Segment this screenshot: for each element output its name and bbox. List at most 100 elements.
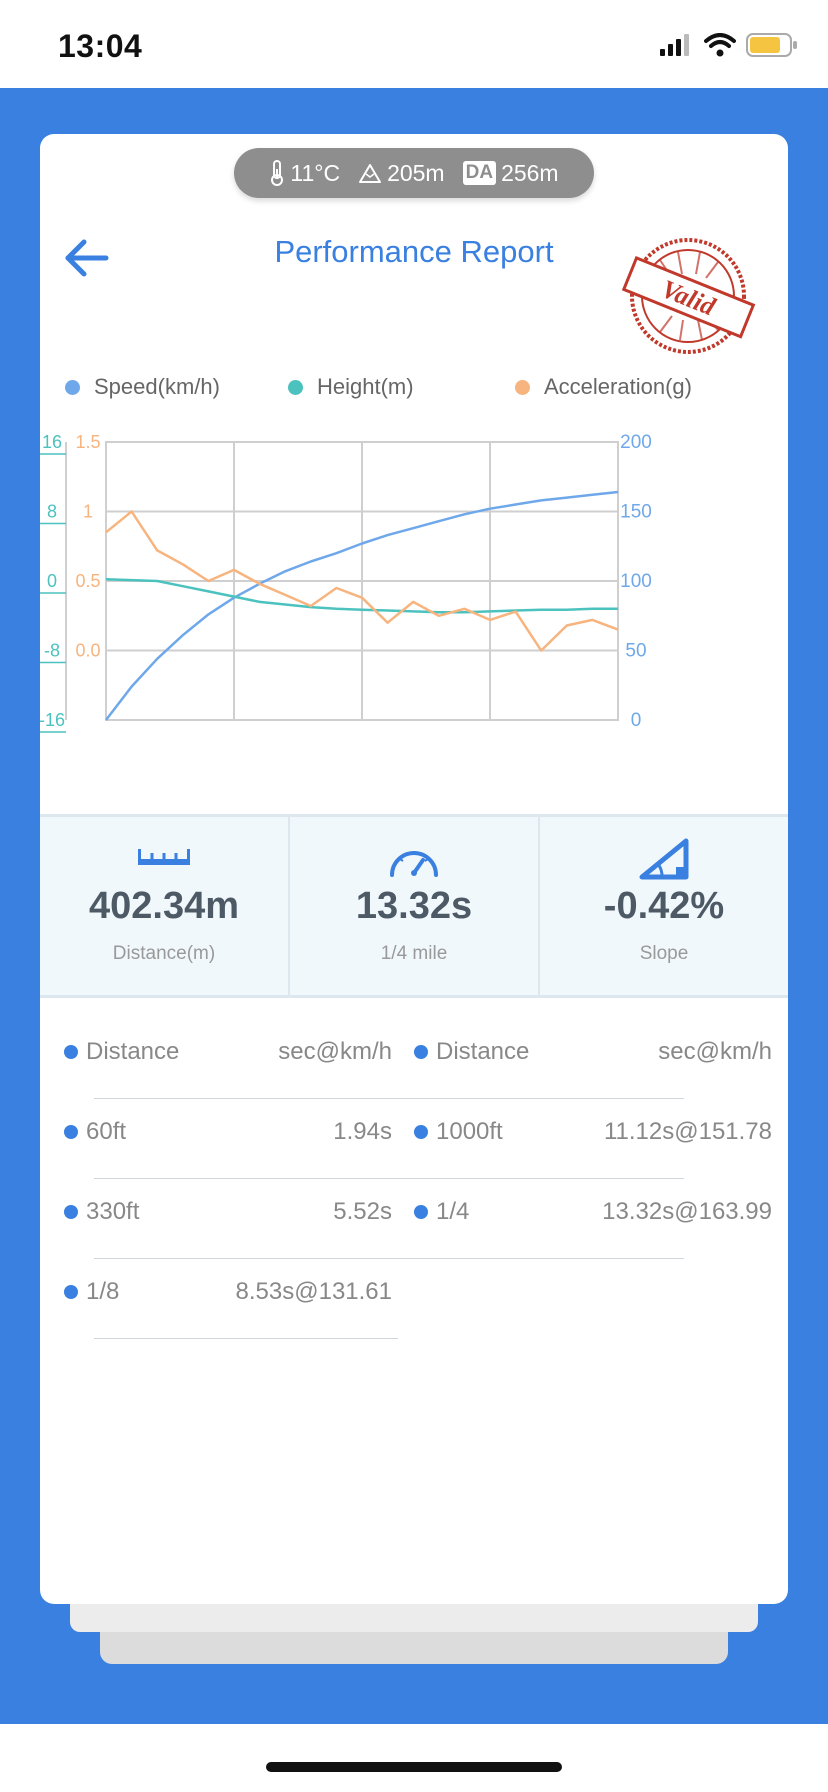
- status-bar: 13:04: [0, 0, 828, 88]
- row-value-text: 13.32s@163.99: [602, 1198, 772, 1225]
- back-arrow-icon[interactable]: [58, 230, 114, 286]
- bullet-icon: [64, 1205, 78, 1219]
- row-name: 60ft: [64, 1118, 126, 1146]
- page-title: Performance Report: [274, 234, 554, 269]
- table-row: 330ft 5.52s: [64, 1198, 392, 1238]
- wifi-icon: [704, 33, 736, 57]
- divider: [94, 1258, 684, 1259]
- mountain-icon: [359, 164, 382, 183]
- row-name: 1/8: [64, 1278, 119, 1306]
- table-row: 1/8 8.53s@131.61: [64, 1278, 392, 1318]
- row-name-text: 1/8: [86, 1278, 120, 1305]
- bullet-icon: [414, 1205, 428, 1219]
- row-name: 1/4: [414, 1198, 469, 1226]
- row-name-text: 60ft: [86, 1118, 127, 1145]
- stat-label: Slope: [639, 943, 689, 964]
- slope-icon: [639, 838, 689, 880]
- row-value-text: 5.52s: [333, 1198, 392, 1225]
- home-indicator[interactable]: [266, 1762, 562, 1772]
- bullet-icon: [64, 1045, 78, 1059]
- legend-dot: [515, 379, 530, 395]
- row-name-text: 330ft: [86, 1198, 140, 1225]
- tick-label-left-outer: -8: [44, 641, 60, 661]
- stat-distance: 402.34m Distance(m): [40, 817, 288, 995]
- row-value-text: 8.53s@131.61: [235, 1278, 392, 1305]
- temperature-item: 11°C: [269, 159, 340, 187]
- row-value-text: 1.94s: [333, 1118, 392, 1145]
- bullet-icon: [414, 1045, 428, 1059]
- altitude-value: 205m: [387, 159, 445, 186]
- bullet-icon: [414, 1125, 428, 1139]
- signal-icon: [660, 34, 689, 56]
- tick-label-right: 150: [620, 502, 652, 523]
- header-value-text: sec@km/h: [278, 1038, 392, 1065]
- header-value-text: sec@km/h: [658, 1038, 772, 1065]
- status-time: 13:04: [58, 28, 143, 64]
- row-name-text: 1000ft: [436, 1118, 503, 1145]
- stat-slope: -0.42% Slope: [538, 817, 788, 995]
- da-badge: DA: [462, 161, 497, 185]
- tick-label-left-inner: 0.5: [75, 571, 100, 591]
- tick-label-left-outer: 0: [47, 571, 57, 591]
- tick-label-right: 100: [620, 571, 652, 592]
- series-line: [105, 490, 619, 721]
- tick-label-right: 0: [631, 710, 642, 731]
- header-name: Distance: [64, 1038, 179, 1066]
- tick-label-left-inner: 0.0: [75, 641, 100, 661]
- tick-label-right: 200: [620, 432, 652, 453]
- stat-label: 1/4 mile: [380, 943, 448, 964]
- valid-stamp: Valid: [621, 238, 756, 354]
- stat-quarter-mile: 13.32s 1/4 mile: [288, 817, 538, 995]
- chart-legend: Speed(km/h) Height(m) Acceleration(g): [60, 374, 760, 414]
- tick-label-left-outer: 8: [47, 502, 57, 522]
- tick-label-right: 50: [625, 641, 646, 662]
- tick-label-left-inner: 1.5: [75, 432, 100, 452]
- bullet-icon: [64, 1125, 78, 1139]
- table-row: 1/4 13.32s@163.99: [414, 1198, 772, 1238]
- thermometer-icon: [271, 160, 284, 186]
- summary-stats: 402.34m Distance(m) 13.32s 1/4 mile -0.4…: [40, 814, 788, 998]
- altitude-item: 205m: [358, 160, 445, 187]
- header-name-text: Distance: [86, 1038, 180, 1065]
- stat-label: Distance(m): [112, 943, 216, 964]
- stat-value: -0.42%: [603, 885, 725, 927]
- series-line: [105, 578, 618, 614]
- header-name: Distance: [414, 1038, 529, 1066]
- legend-label: Speed(km/h): [94, 374, 220, 399]
- tick-label-left-outer: -16: [40, 710, 65, 730]
- series-line: [105, 510, 619, 652]
- stat-value: 402.34m: [88, 885, 239, 927]
- row-name: 330ft: [64, 1198, 139, 1226]
- weather-pill: 11°C 205m DA 256m: [234, 148, 594, 198]
- row-name-text: 1/4: [436, 1198, 470, 1225]
- row-name: 1000ft: [414, 1118, 503, 1146]
- legend-dot: [288, 379, 303, 395]
- divider: [94, 1338, 398, 1339]
- density-altitude-item: DA 256m: [462, 159, 559, 187]
- report-card: 11°C 205m DA 256m Performance Report: [40, 134, 788, 1604]
- legend-label: Height(m): [317, 374, 414, 399]
- tick-label-left-inner: 1: [83, 502, 93, 522]
- tick-label-left-outer: 16: [42, 432, 62, 452]
- battery-icon: [746, 33, 797, 57]
- row-value-text: 11.12s@151.78: [603, 1118, 772, 1145]
- legend-item-acceleration: Acceleration(g): [515, 374, 692, 400]
- legend-item-speed: Speed(km/h): [65, 374, 220, 400]
- speedometer-icon: [390, 851, 438, 877]
- stat-value: 13.32s: [355, 885, 473, 927]
- header-name-text: Distance: [436, 1038, 530, 1065]
- table-header: Distance sec@km/h: [64, 1038, 392, 1078]
- table-row: 60ft 1.94s: [64, 1118, 392, 1158]
- legend-dot: [65, 379, 80, 395]
- temperature-value: 11°C: [290, 159, 341, 186]
- divider: [94, 1178, 684, 1179]
- status-icons: [658, 32, 798, 58]
- density-altitude-value: 256m: [501, 159, 559, 186]
- table-row: 1000ft 11.12s@151.78: [414, 1118, 772, 1158]
- ruler-icon: [138, 849, 190, 865]
- legend-label: Acceleration(g): [544, 374, 692, 399]
- bullet-icon: [64, 1285, 78, 1299]
- table-header: Distance sec@km/h: [414, 1038, 772, 1078]
- legend-item-height: Height(m): [288, 374, 414, 400]
- divider: [94, 1098, 684, 1099]
